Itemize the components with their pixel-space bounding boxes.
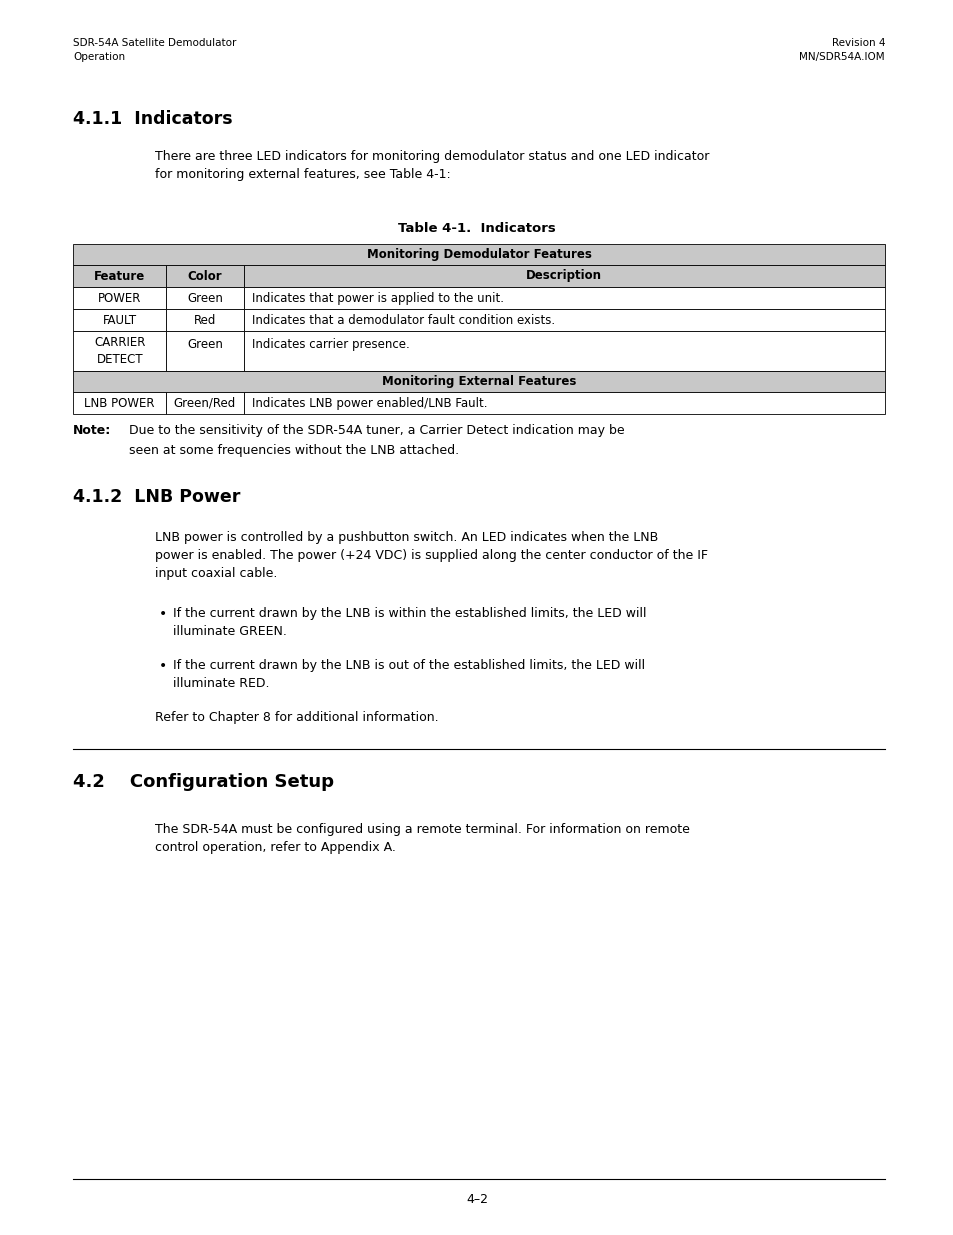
Text: Color: Color	[188, 269, 222, 283]
Text: CARRIER
DETECT: CARRIER DETECT	[94, 336, 145, 366]
Bar	[243, 331, 884, 370]
Text: FAULT: FAULT	[103, 314, 136, 326]
Text: If the current drawn by the LNB is out of the established limits, the LED will
i: If the current drawn by the LNB is out o…	[172, 659, 644, 690]
Text: Monitoring Demodulator Features: Monitoring Demodulator Features	[366, 248, 591, 261]
Text: The SDR-54A must be configured using a remote terminal. For information on remot: The SDR-54A must be configured using a r…	[154, 823, 689, 853]
Text: Green: Green	[187, 337, 223, 351]
Text: Indicates that power is applied to the unit.: Indicates that power is applied to the u…	[252, 291, 503, 305]
Bar	[166, 391, 243, 414]
Text: There are three LED indicators for monitoring demodulator status and one LED ind: There are three LED indicators for monit…	[154, 149, 709, 182]
Text: •: •	[159, 606, 167, 621]
Bar	[166, 287, 243, 309]
Bar	[243, 391, 884, 414]
Text: If the current drawn by the LNB is within the established limits, the LED will
i: If the current drawn by the LNB is withi…	[172, 606, 646, 638]
Bar	[166, 266, 243, 287]
Bar	[73, 391, 166, 414]
Bar	[73, 331, 166, 370]
Text: LNB POWER: LNB POWER	[85, 396, 154, 410]
Text: Red: Red	[193, 314, 216, 326]
Bar	[166, 309, 243, 331]
Bar	[243, 309, 884, 331]
Bar	[73, 245, 884, 266]
Text: POWER: POWER	[98, 291, 141, 305]
Text: 4.1.1  Indicators: 4.1.1 Indicators	[73, 110, 233, 128]
Text: Indicates that a demodulator fault condition exists.: Indicates that a demodulator fault condi…	[252, 314, 554, 326]
Text: MN/SDR54A.IOM: MN/SDR54A.IOM	[799, 52, 884, 62]
Text: SDR-54A Satellite Demodulator: SDR-54A Satellite Demodulator	[73, 38, 236, 48]
Text: 4–2: 4–2	[465, 1193, 488, 1207]
Text: 4.1.2  LNB Power: 4.1.2 LNB Power	[73, 488, 240, 506]
Text: Description: Description	[526, 269, 601, 283]
Text: Due to the sensitivity of the SDR-54A tuner, a Carrier Detect indication may be: Due to the sensitivity of the SDR-54A tu…	[129, 424, 624, 437]
Bar	[73, 287, 166, 309]
Bar	[73, 266, 166, 287]
Text: Indicates LNB power enabled/LNB Fault.: Indicates LNB power enabled/LNB Fault.	[252, 396, 487, 410]
Bar	[73, 309, 166, 331]
Text: Operation: Operation	[73, 52, 125, 62]
Text: Green: Green	[187, 291, 223, 305]
Text: Revision 4: Revision 4	[831, 38, 884, 48]
Text: Table 4-1.  Indicators: Table 4-1. Indicators	[397, 222, 556, 235]
Bar	[166, 331, 243, 370]
Text: LNB power is controlled by a pushbutton switch. An LED indicates when the LNB
po: LNB power is controlled by a pushbutton …	[154, 531, 707, 580]
Text: Green/Red: Green/Red	[173, 396, 235, 410]
Text: 4.2    Configuration Setup: 4.2 Configuration Setup	[73, 773, 334, 790]
Text: Refer to Chapter 8 for additional information.: Refer to Chapter 8 for additional inform…	[154, 711, 438, 724]
Text: •: •	[159, 659, 167, 673]
Text: Monitoring External Features: Monitoring External Features	[381, 375, 576, 388]
Text: Feature: Feature	[94, 269, 145, 283]
Bar	[243, 287, 884, 309]
Text: Note:: Note:	[73, 424, 112, 437]
Bar	[73, 370, 884, 391]
Text: Indicates carrier presence.: Indicates carrier presence.	[252, 337, 409, 351]
Bar	[243, 266, 884, 287]
Text: seen at some frequencies without the LNB attached.: seen at some frequencies without the LNB…	[129, 443, 458, 457]
